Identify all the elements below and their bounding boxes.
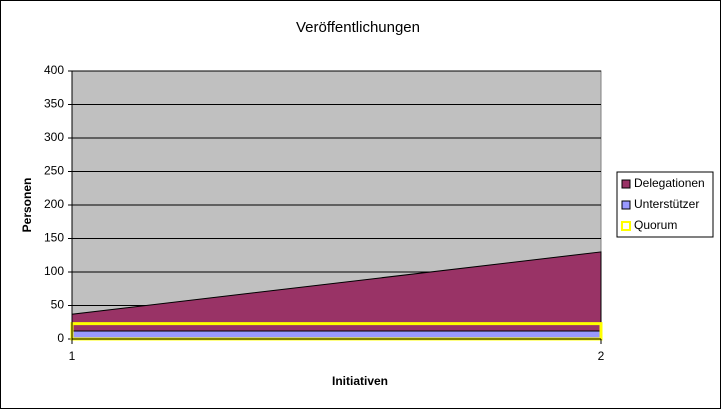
y-tick-label: 150 <box>44 231 64 245</box>
y-tick-label: 100 <box>44 264 64 278</box>
y-tick-label: 50 <box>51 298 65 312</box>
y-tick-label: 200 <box>44 197 64 211</box>
legend-label: Delegationen <box>634 176 705 190</box>
legend-box <box>616 171 714 238</box>
y-axis-label: Personen <box>20 178 34 233</box>
legend-label: Quorum <box>634 218 677 232</box>
y-tick-label: 0 <box>57 331 64 345</box>
legend-swatch <box>621 200 631 210</box>
x-axis-label: Initiativen <box>332 374 388 388</box>
y-tick-label: 250 <box>44 164 64 178</box>
legend-label: Unterstützer <box>634 197 699 211</box>
x-tick-label: 2 <box>598 349 605 363</box>
chart-title: Veröffentlichungen <box>296 19 420 36</box>
legend-swatch <box>621 221 631 231</box>
legend-swatch <box>621 179 631 189</box>
y-tick-label: 400 <box>44 63 64 77</box>
x-tick-label: 1 <box>69 349 76 363</box>
y-tick-label: 350 <box>44 97 64 111</box>
y-tick-label: 300 <box>44 130 64 144</box>
